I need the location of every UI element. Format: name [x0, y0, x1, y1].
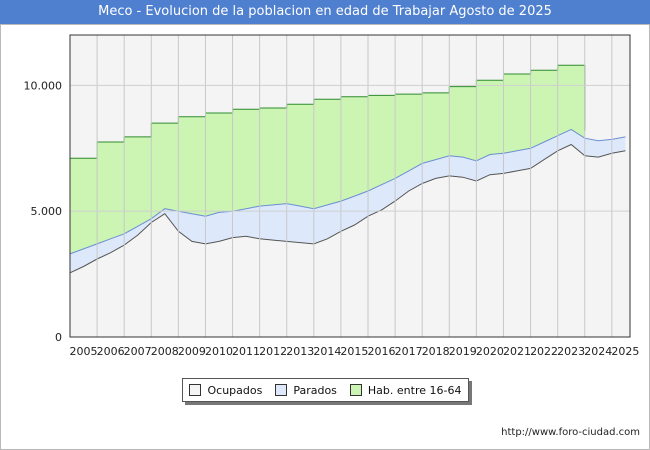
legend-swatch-parados [275, 384, 288, 396]
legend-label-parados: Parados [293, 383, 337, 397]
x-tick-label: 2014 [313, 345, 341, 358]
chart-title: Meco - Evolucion de la poblacion en edad… [0, 0, 650, 24]
line-ocupados [69, 143, 626, 274]
source-credit: http://www.foro-ciudad.com [501, 427, 640, 438]
y-tick-label: 5.000 [31, 205, 63, 218]
x-tick-label: 2018 [422, 345, 450, 358]
plot-border [69, 34, 631, 338]
legend-item-ocupados: Ocupados [189, 384, 262, 397]
x-tick-label: 2023 [557, 345, 585, 358]
x-tick-label: 2024 [584, 345, 612, 358]
x-tick-label: 2016 [368, 345, 396, 358]
area-ocupados [70, 144, 626, 337]
legend-label-ocupados: Ocupados [207, 383, 263, 397]
legend-item-parados: Parados [275, 384, 337, 397]
x-tick-label: 2025 [611, 345, 639, 358]
x-tick-label: 2006 [97, 345, 125, 358]
y-tick-label: 10.000 [24, 79, 63, 92]
x-tick-label: 2012 [259, 345, 287, 358]
x-tick-label: 2021 [503, 345, 531, 358]
x-tick-label: 2007 [124, 345, 152, 358]
x-tick-label: 2009 [178, 345, 206, 358]
x-tick-label: 2005 [70, 345, 98, 358]
x-tick-label: 2013 [286, 345, 314, 358]
legend-label-hab: Hab. entre 16-64 [367, 383, 462, 397]
y-tick-label: 0 [55, 331, 62, 344]
line-parados [69, 128, 626, 255]
x-tick-label: 2011 [232, 345, 260, 358]
x-tick-label: 2010 [205, 345, 233, 358]
x-tick-label: 2022 [530, 345, 558, 358]
legend: Ocupados Parados Hab. entre 16-64 [182, 378, 469, 402]
legend-swatch-ocupados [189, 384, 202, 396]
x-tick-label: 2020 [476, 345, 504, 358]
legend-swatch-hab [349, 384, 362, 396]
x-tick-label: 2017 [395, 345, 423, 358]
x-tick-label: 2008 [151, 345, 179, 358]
x-tick-label: 2015 [340, 345, 368, 358]
x-tick-label: 2019 [449, 345, 477, 358]
legend-item-hab: Hab. entre 16-64 [349, 383, 462, 397]
